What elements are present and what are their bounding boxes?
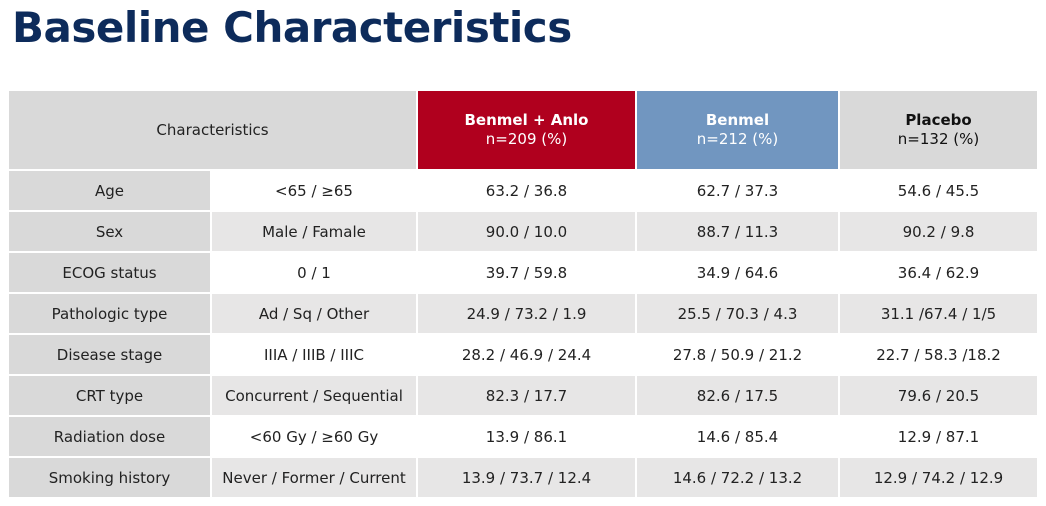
table-row: CRT type Concurrent / Sequential 82.3 / … xyxy=(9,376,1037,417)
arm-sample-size: n=132 (%) xyxy=(897,130,980,148)
page-title: Baseline Characteristics xyxy=(12,3,572,52)
table-row: Radiation dose <60 Gy / ≥60 Gy 13.9 / 86… xyxy=(9,417,1037,458)
value-cell: 31.1 /67.4 / 1/5 xyxy=(840,294,1037,335)
header-arm-benmel: Benmel n=212 (%) xyxy=(637,91,840,171)
value-cell: 14.6 / 85.4 xyxy=(637,417,840,458)
table-header-row: Characteristics Benmel + Anlo n=209 (%) … xyxy=(9,91,1037,171)
table-row: Disease stage IIIA / IIIB / IIIC 28.2 / … xyxy=(9,335,1037,376)
row-label: Sex xyxy=(9,212,212,253)
row-label: Disease stage xyxy=(9,335,212,376)
header-characteristics: Characteristics xyxy=(9,91,418,171)
row-category: <60 Gy / ≥60 Gy xyxy=(212,417,418,458)
row-category: Concurrent / Sequential xyxy=(212,376,418,417)
row-label: ECOG status xyxy=(9,253,212,294)
value-cell: 90.2 / 9.8 xyxy=(840,212,1037,253)
arm-sample-size: n=212 (%) xyxy=(696,130,779,148)
value-cell: 39.7 / 59.8 xyxy=(418,253,637,294)
value-cell: 13.9 / 86.1 xyxy=(418,417,637,458)
value-cell: 82.3 / 17.7 xyxy=(418,376,637,417)
arm-name: Benmel + Anlo xyxy=(464,111,589,129)
value-cell: 63.2 / 36.8 xyxy=(418,171,637,212)
row-category: Male / Famale xyxy=(212,212,418,253)
table-row: Sex Male / Famale 90.0 / 10.0 88.7 / 11.… xyxy=(9,212,1037,253)
arm-name: Benmel xyxy=(705,111,770,129)
row-label: Radiation dose xyxy=(9,417,212,458)
row-label: Pathologic type xyxy=(9,294,212,335)
value-cell: 27.8 / 50.9 / 21.2 xyxy=(637,335,840,376)
table-row: Age <65 / ≥65 63.2 / 36.8 62.7 / 37.3 54… xyxy=(9,171,1037,212)
value-cell: 79.6 / 20.5 xyxy=(840,376,1037,417)
value-cell: 28.2 / 46.9 / 24.4 xyxy=(418,335,637,376)
row-category: Never / Former / Current xyxy=(212,458,418,499)
row-category: 0 / 1 xyxy=(212,253,418,294)
value-cell: 25.5 / 70.3 / 4.3 xyxy=(637,294,840,335)
value-cell: 12.9 / 74.2 / 12.9 xyxy=(840,458,1037,499)
value-cell: 90.0 / 10.0 xyxy=(418,212,637,253)
value-cell: 36.4 / 62.9 xyxy=(840,253,1037,294)
value-cell: 22.7 / 58.3 /18.2 xyxy=(840,335,1037,376)
value-cell: 14.6 / 72.2 / 13.2 xyxy=(637,458,840,499)
row-label: CRT type xyxy=(9,376,212,417)
table-row: Pathologic type Ad / Sq / Other 24.9 / 7… xyxy=(9,294,1037,335)
header-arm-benmel-anlo: Benmel + Anlo n=209 (%) xyxy=(418,91,637,171)
value-cell: 13.9 / 73.7 / 12.4 xyxy=(418,458,637,499)
table-row: Smoking history Never / Former / Current… xyxy=(9,458,1037,499)
table-row: ECOG status 0 / 1 39.7 / 59.8 34.9 / 64.… xyxy=(9,253,1037,294)
value-cell: 54.6 / 45.5 xyxy=(840,171,1037,212)
value-cell: 82.6 / 17.5 xyxy=(637,376,840,417)
value-cell: 12.9 / 87.1 xyxy=(840,417,1037,458)
value-cell: 24.9 / 73.2 / 1.9 xyxy=(418,294,637,335)
header-arm-placebo: Placebo n=132 (%) xyxy=(840,91,1037,171)
row-category: IIIA / IIIB / IIIC xyxy=(212,335,418,376)
value-cell: 62.7 / 37.3 xyxy=(637,171,840,212)
baseline-table: Characteristics Benmel + Anlo n=209 (%) … xyxy=(9,91,1037,499)
arm-sample-size: n=209 (%) xyxy=(485,130,568,148)
value-cell: 88.7 / 11.3 xyxy=(637,212,840,253)
row-label: Age xyxy=(9,171,212,212)
row-category: Ad / Sq / Other xyxy=(212,294,418,335)
row-category: <65 / ≥65 xyxy=(212,171,418,212)
row-label: Smoking history xyxy=(9,458,212,499)
arm-name: Placebo xyxy=(905,111,972,129)
value-cell: 34.9 / 64.6 xyxy=(637,253,840,294)
